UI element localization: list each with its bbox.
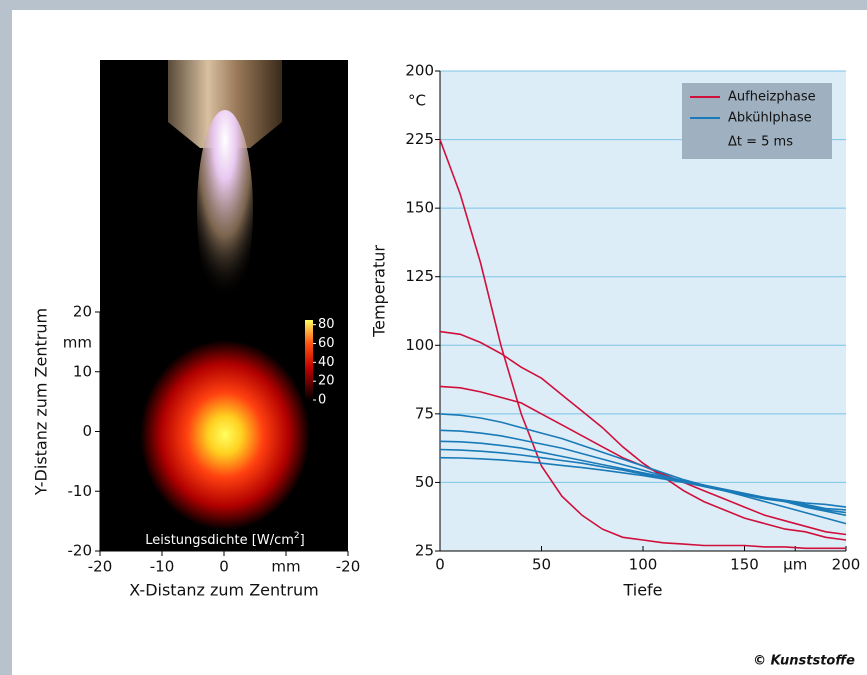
y-tick-label: -20: [68, 542, 93, 560]
x-tick-label: -10: [150, 558, 175, 576]
x-tick-label: 0: [219, 558, 229, 576]
y-tick-label: 75: [415, 404, 434, 422]
credit: © Kunststoffe: [753, 654, 855, 669]
annotation-text: Leistungsdichte [W/cm: [145, 533, 294, 548]
annotation: Leistungsdichte [W/cm2]: [145, 531, 304, 548]
legend-label: Abkühlphase: [728, 111, 812, 126]
annotation-sup: 2: [294, 531, 300, 541]
colorbar: [305, 320, 313, 400]
colorbar-label: 40: [318, 355, 335, 370]
y-tick-label: -10: [68, 482, 93, 500]
colorbar-label: 20: [318, 374, 335, 389]
y-axis-label: Y-Distanz zum Zentrum: [32, 308, 51, 496]
x-tick-label: 200: [832, 556, 861, 574]
y-tick-label: 0: [82, 422, 92, 440]
line: [439, 448, 847, 517]
x-tick-label: 0: [435, 556, 445, 574]
y-tick-label: 50: [415, 473, 434, 491]
legend-box: [682, 83, 832, 159]
y-tick-label: 225: [405, 130, 434, 148]
line: [439, 330, 847, 541]
legend-label: Aufheizphase: [728, 90, 816, 105]
colorbar-label: 60: [318, 336, 335, 351]
x-tick-label: 50: [532, 556, 551, 574]
y-unit: mm: [63, 333, 92, 351]
legend-note: Δt = 5 ms: [728, 135, 793, 150]
x-tick-label: -20: [336, 558, 361, 576]
y-unit: °C: [408, 92, 426, 110]
line: [439, 456, 847, 525]
x-tick-label: 100: [629, 556, 658, 574]
x-tick-label: -20: [88, 558, 113, 576]
colorbar-label: 0: [318, 393, 326, 408]
y-tick-label: 10: [73, 362, 92, 380]
x-axis-label: X-Distanz zum Zentrum: [129, 581, 318, 600]
y-tick-label: 150: [405, 199, 434, 217]
x-axis-label: Tiefe: [622, 581, 662, 600]
y-axis-label: Temperatur: [370, 245, 389, 338]
y-tick-label: 125: [405, 267, 434, 285]
x-tick-label: mm: [271, 558, 300, 576]
y-tick-label: 200: [405, 62, 434, 80]
y-tick-label: 20: [73, 303, 92, 321]
heatmap: [140, 340, 310, 530]
annotation-end: ]: [300, 533, 305, 548]
plume: [197, 110, 253, 310]
x-tick-label: µm: [783, 556, 807, 574]
nozzle: [168, 60, 282, 148]
x-tick-label: 150: [730, 556, 759, 574]
line: [439, 139, 846, 550]
y-tick-label: 25: [415, 542, 434, 560]
line: [439, 413, 847, 508]
colorbar-label: 80: [318, 317, 335, 332]
y-tick-label: 100: [405, 336, 434, 354]
